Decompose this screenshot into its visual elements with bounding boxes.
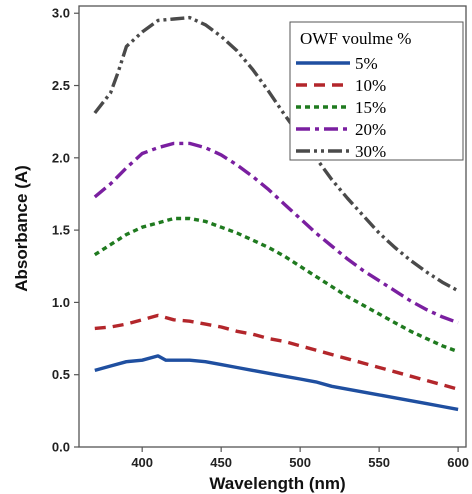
x-tick-label: 450 <box>210 455 232 470</box>
legend: OWF voulme % 5% 10% 15% 20% 30% <box>289 21 464 161</box>
legend-label: 20% <box>355 120 386 139</box>
legend-box <box>289 21 464 161</box>
y-tick-label: 2.5 <box>52 78 70 93</box>
legend-label: 15% <box>355 98 386 117</box>
y-tick-label: 1.0 <box>52 295 70 310</box>
y-tick-label: 3.0 <box>52 6 70 21</box>
legend-label: 30% <box>355 142 386 161</box>
x-axis-title: Wavelength (nm) <box>209 474 345 493</box>
series-line-5pct <box>94 354 459 412</box>
legend-label: 10% <box>355 76 386 95</box>
y-tick-label: 0.0 <box>52 440 70 455</box>
legend-title: OWF voulme % <box>300 29 411 48</box>
y-tick-label: 2.0 <box>52 150 70 165</box>
series-lines <box>93 15 459 412</box>
x-tick-label: 550 <box>368 455 390 470</box>
axes: 0.0 0.5 1.0 1.5 2.0 2.5 3.0 400 450 500 550 600 Wave… <box>12 6 469 493</box>
legend-label: 5% <box>355 54 378 73</box>
series-line-20pct <box>93 141 459 325</box>
x-tick-label: 400 <box>131 455 153 470</box>
x-tick-label: 600 <box>447 455 469 470</box>
y-tick-label: 0.5 <box>52 367 70 382</box>
y-axis-title: Absorbance (A) <box>12 165 31 292</box>
series-line-30pct <box>93 15 459 293</box>
x-tick-label: 500 <box>289 455 311 470</box>
series-line-10pct <box>94 313 459 391</box>
y-tick-label: 1.5 <box>52 223 70 238</box>
